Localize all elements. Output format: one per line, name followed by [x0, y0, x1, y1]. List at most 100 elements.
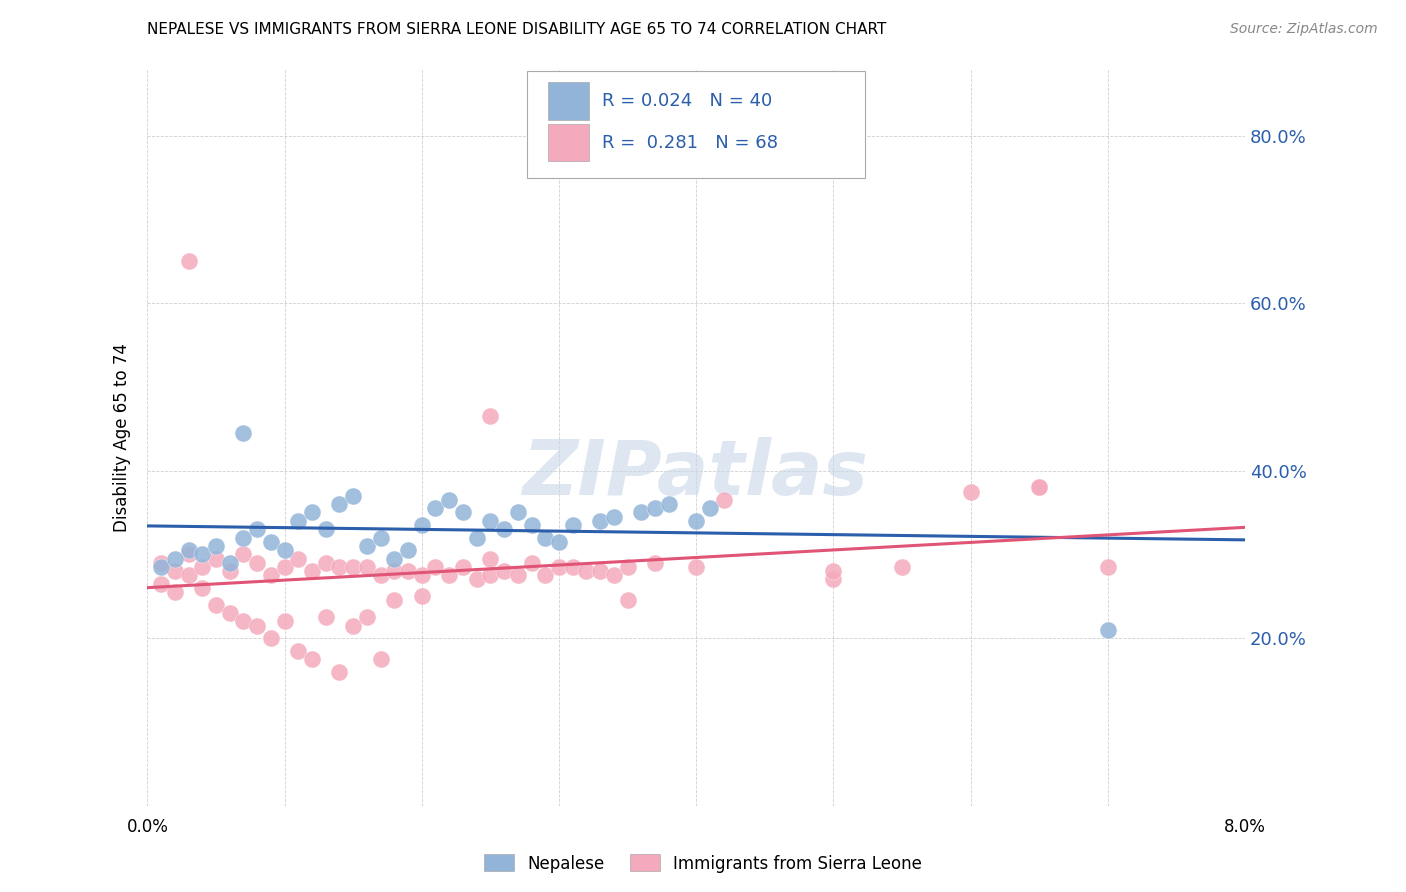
Point — [205, 598, 228, 612]
Point — [382, 551, 405, 566]
Point — [246, 618, 269, 632]
Point — [218, 606, 240, 620]
Point — [396, 543, 419, 558]
Point — [356, 539, 378, 553]
Point — [328, 665, 350, 679]
Point — [218, 556, 240, 570]
Point — [232, 531, 254, 545]
Point — [260, 568, 283, 582]
Point — [890, 560, 912, 574]
Point — [616, 593, 638, 607]
Legend: Nepalese, Immigrants from Sierra Leone: Nepalese, Immigrants from Sierra Leone — [478, 847, 928, 880]
Point — [260, 631, 283, 645]
Point — [328, 560, 350, 574]
Point — [382, 564, 405, 578]
Point — [479, 409, 502, 424]
Point — [411, 589, 433, 603]
Point — [205, 539, 228, 553]
Point — [589, 514, 612, 528]
Point — [644, 501, 666, 516]
Point — [494, 522, 516, 536]
Point — [287, 514, 309, 528]
Y-axis label: Disability Age 65 to 74: Disability Age 65 to 74 — [114, 343, 131, 532]
Point — [301, 506, 323, 520]
Point — [246, 556, 269, 570]
Point — [411, 568, 433, 582]
Point — [315, 556, 337, 570]
Point — [630, 506, 652, 520]
Text: R =  0.281   N = 68: R = 0.281 N = 68 — [602, 134, 778, 152]
Point — [328, 497, 350, 511]
Point — [685, 514, 707, 528]
Point — [191, 547, 214, 561]
Point — [451, 560, 474, 574]
Point — [1097, 623, 1119, 637]
Point — [232, 425, 254, 440]
Point — [177, 543, 200, 558]
Point — [575, 564, 598, 578]
Point — [163, 585, 186, 599]
Point — [273, 560, 295, 574]
Point — [177, 254, 200, 268]
Point — [561, 560, 583, 574]
Point — [301, 564, 323, 578]
Point — [425, 560, 447, 574]
Point — [823, 573, 845, 587]
Point — [520, 556, 543, 570]
Point — [437, 492, 460, 507]
Point — [534, 531, 557, 545]
Point — [658, 497, 681, 511]
Point — [205, 551, 228, 566]
Point — [479, 568, 502, 582]
Point — [713, 492, 735, 507]
Text: Source: ZipAtlas.com: Source: ZipAtlas.com — [1230, 22, 1378, 37]
Text: 8.0%: 8.0% — [1225, 818, 1265, 837]
Point — [425, 501, 447, 516]
Point — [1097, 560, 1119, 574]
Point — [370, 568, 392, 582]
Point — [685, 560, 707, 574]
Text: ZIPatlas: ZIPatlas — [523, 437, 869, 511]
Point — [150, 560, 173, 574]
Point — [589, 564, 612, 578]
Point — [411, 518, 433, 533]
Point — [548, 534, 571, 549]
Point — [356, 560, 378, 574]
Point — [260, 534, 283, 549]
Point — [232, 615, 254, 629]
Text: R = 0.024   N = 40: R = 0.024 N = 40 — [602, 92, 772, 110]
Point — [506, 568, 529, 582]
Point — [287, 551, 309, 566]
Point — [177, 568, 200, 582]
Point — [603, 568, 626, 582]
Point — [163, 564, 186, 578]
Point — [356, 610, 378, 624]
Point — [301, 652, 323, 666]
Point — [315, 522, 337, 536]
Point — [603, 509, 626, 524]
Point — [191, 581, 214, 595]
Point — [273, 615, 295, 629]
Text: NEPALESE VS IMMIGRANTS FROM SIERRA LEONE DISABILITY AGE 65 TO 74 CORRELATION CHA: NEPALESE VS IMMIGRANTS FROM SIERRA LEONE… — [148, 22, 887, 37]
Point — [451, 506, 474, 520]
Point — [959, 484, 981, 499]
Point — [465, 573, 488, 587]
Point — [287, 643, 309, 657]
Text: 0.0%: 0.0% — [127, 818, 169, 837]
Point — [561, 518, 583, 533]
Point — [479, 514, 502, 528]
Point — [246, 522, 269, 536]
Point — [548, 560, 571, 574]
Point — [494, 564, 516, 578]
Point — [382, 593, 405, 607]
Point — [479, 551, 502, 566]
Point — [150, 556, 173, 570]
Point — [465, 531, 488, 545]
Point — [396, 564, 419, 578]
Point — [315, 610, 337, 624]
Point — [177, 547, 200, 561]
Point — [644, 556, 666, 570]
Point — [342, 618, 364, 632]
Point — [699, 501, 721, 516]
Point — [534, 568, 557, 582]
